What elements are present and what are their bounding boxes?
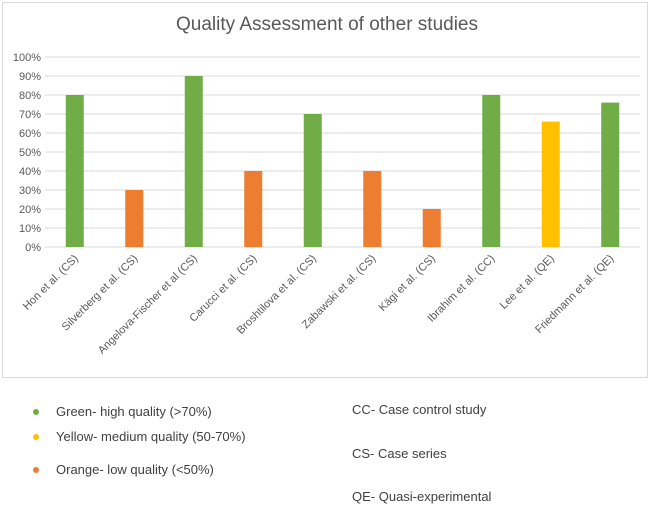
legend-item-orange: Orange- low quality (<50%) (33, 462, 214, 477)
y-tick-label: 40% (19, 166, 41, 178)
x-tick-label: Ibrahim et al. (CC) (425, 253, 497, 325)
bar (184, 76, 203, 247)
legend-item-green: Green- high quality (>70%) (33, 404, 212, 419)
legend-label-yellow: Yellow- medium quality (50-70%) (56, 429, 246, 444)
x-tick-label: Lee et al. (QE) (498, 253, 557, 312)
abbr-cs: CS- Case series (352, 446, 447, 461)
bar (363, 171, 382, 247)
bar (65, 95, 84, 247)
bar (125, 190, 144, 247)
legend-dot-green-icon (33, 408, 39, 415)
y-tick-label: 90% (19, 71, 41, 83)
abbr-qe: QE- Quasi-experimental (352, 489, 492, 504)
abbr-cc: CC- Case control study (352, 402, 487, 417)
bar (601, 102, 620, 247)
x-tick-label: Kägi et al. (CS) (377, 253, 438, 314)
y-tick-label: 50% (19, 147, 41, 159)
legend-dot-yellow-icon (33, 433, 39, 440)
y-tick-label: 10% (19, 223, 41, 235)
y-tick-label: 100% (13, 52, 41, 64)
x-tick-label: Angelova-Fischer et al (CS) (96, 253, 200, 357)
bar (422, 209, 441, 247)
bar (244, 171, 263, 247)
legend-label-orange: Orange- low quality (<50%) (56, 462, 214, 477)
gridlines (45, 56, 640, 248)
legend-dot-orange-icon (33, 466, 39, 473)
x-tick-label: Hon et al. (CS) (21, 253, 81, 313)
y-tick-label: 80% (19, 90, 41, 102)
y-tick-label: 70% (19, 109, 41, 121)
y-tick-label: 0% (25, 242, 41, 254)
bar (303, 114, 322, 247)
x-axis-ticks: Hon et al. (CS)Silverberg et al. (CS)Ang… (21, 253, 616, 357)
bar (482, 95, 501, 247)
bar-chart: 0% 10% 20% 30% 40% 50% 60% 70% 80% 90% 100% Hon et… (13, 52, 640, 357)
y-tick-label: 60% (19, 128, 41, 140)
bars (65, 76, 620, 247)
bar (541, 121, 560, 247)
y-tick-label: 30% (19, 185, 41, 197)
legend-item-yellow: Yellow- medium quality (50-70%) (33, 429, 246, 444)
y-tick-label: 20% (19, 204, 41, 216)
y-axis-ticks: 0% 10% 20% 30% 40% 50% 60% 70% 80% 90% 100% (13, 52, 41, 254)
chart-title: Quality Assessment of other studies (175, 14, 479, 35)
legend-label-green: Green- high quality (>70%) (56, 404, 212, 419)
